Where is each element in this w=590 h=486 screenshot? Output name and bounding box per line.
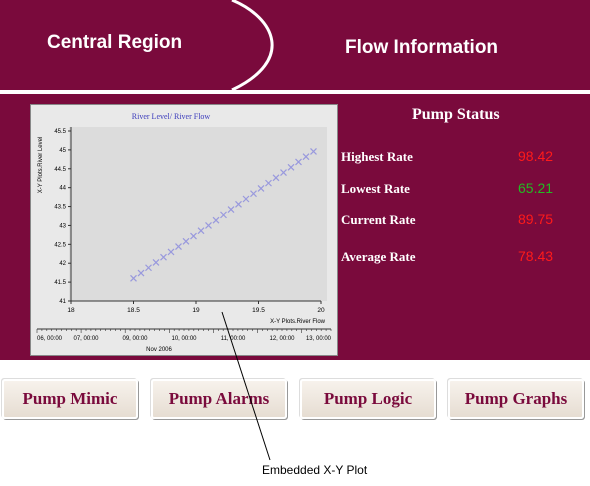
xy-plot-svg: River Level/ River Flow X-Y Plots.River … <box>31 105 337 355</box>
y-tick-label: 43 <box>59 223 66 229</box>
x-tick-label: 18.5 <box>127 307 140 314</box>
data-point-stroke <box>130 274 137 282</box>
average-rate-label: Average Rate <box>341 249 416 264</box>
pump-alarms-button[interactable]: Pump Alarms <box>151 379 287 419</box>
data-point <box>220 211 227 219</box>
data-point-stroke <box>242 195 250 203</box>
chart-title: River Level/ River Flow <box>132 112 211 121</box>
time-tick-label: 09, 00:00 <box>122 336 148 342</box>
pump-status-title: Pump Status <box>412 106 500 123</box>
chart-axes: 41 41.5 42 42.5 43 43.5 44 44.5 45 45.5 18 18.5 19 19… <box>36 127 332 342</box>
data-point-stroke <box>295 158 302 166</box>
data-point <box>145 264 152 272</box>
data-point-stroke <box>137 269 145 277</box>
data-point <box>250 190 257 198</box>
data-point <box>272 174 280 182</box>
y-tick-label: 44.5 <box>54 167 66 173</box>
x-tick-label: 18 <box>67 307 75 314</box>
data-point <box>310 147 317 155</box>
x-tick-label: 19 <box>192 307 200 314</box>
y-tick-label: 41.5 <box>54 280 66 286</box>
data-point <box>205 222 212 229</box>
embedded-xy-plot[interactable]: River Level/ River Flow X-Y Plots.River … <box>30 104 338 356</box>
callout-label: Embedded X-Y Plot <box>262 463 368 477</box>
data-point-stroke <box>280 169 287 176</box>
data-point <box>137 269 145 277</box>
header-shape <box>0 0 590 92</box>
data-point-stroke <box>190 232 197 240</box>
data-point-stroke <box>257 184 265 192</box>
data-point <box>167 248 175 256</box>
data-point-stroke <box>197 227 205 235</box>
data-point <box>302 153 310 161</box>
y-tick-label: 42 <box>59 261 66 267</box>
data-point <box>295 158 302 166</box>
data-point-stroke <box>235 200 242 208</box>
data-point-stroke <box>265 179 272 187</box>
highest-rate-value: 98.42 <box>518 148 554 164</box>
y-tick-label: 42.5 <box>54 242 66 248</box>
data-point <box>190 232 197 240</box>
lowest-rate-value: 65.21 <box>518 180 554 196</box>
pump-graphs-button[interactable]: Pump Graphs <box>448 379 584 419</box>
data-point-stroke <box>272 174 280 182</box>
page-title: Flow Information <box>345 37 499 58</box>
header-banner: Central Region Flow Information <box>0 0 590 92</box>
highest-rate-label: Highest Rate <box>341 149 413 164</box>
time-tick-label: 10, 00:00 <box>171 336 197 342</box>
data-point-stroke <box>145 264 152 272</box>
y-tick-label: 43.5 <box>54 205 66 211</box>
region-title: Central Region <box>47 32 183 53</box>
y-tick-label: 44 <box>59 186 66 192</box>
x-tick-label: 20 <box>317 307 325 314</box>
data-point-stroke <box>152 259 160 266</box>
y-tick-label: 45 <box>59 148 66 154</box>
time-tick-label: 07, 00:00 <box>73 336 99 342</box>
data-point-stroke <box>287 163 295 171</box>
data-point <box>235 200 242 208</box>
current-rate-value: 89.75 <box>518 211 554 227</box>
lowest-rate-label: Lowest Rate <box>341 181 410 196</box>
data-point-stroke <box>205 222 212 229</box>
data-point-stroke <box>182 237 190 245</box>
data-point-stroke <box>250 190 257 198</box>
data-point-stroke <box>310 147 317 155</box>
chart-marks <box>130 147 317 282</box>
y-tick-label: 45.5 <box>54 129 66 135</box>
x-tick-label: 19.5 <box>252 307 265 314</box>
time-tick-label: 12, 00:00 <box>269 336 295 342</box>
data-point-stroke <box>167 248 175 256</box>
pump-logic-button[interactable]: Pump Logic <box>300 379 436 419</box>
data-point-stroke <box>212 216 220 224</box>
chart-xlabel: X-Y Plots.River Flow <box>270 319 326 325</box>
current-rate-label: Current Rate <box>341 212 416 227</box>
data-point-stroke <box>220 211 227 219</box>
data-point <box>160 253 167 261</box>
data-point <box>242 195 250 203</box>
data-point <box>265 179 272 187</box>
data-point-stroke <box>302 153 310 161</box>
time-axis-label: Nov 2006 <box>146 347 172 353</box>
data-point <box>257 184 265 192</box>
data-point-stroke <box>175 243 182 251</box>
data-point <box>227 206 235 214</box>
time-tick-label: 06, 00:00 <box>37 336 63 342</box>
data-point <box>280 169 287 176</box>
pump-mimic-button[interactable]: Pump Mimic <box>2 379 138 419</box>
time-tick-label: 11, 00:00 <box>221 336 246 342</box>
data-point <box>197 227 205 235</box>
data-point-stroke <box>227 206 235 214</box>
average-rate-value: 78.43 <box>518 248 554 264</box>
data-point-stroke <box>160 253 167 261</box>
data-point <box>175 243 182 251</box>
y-tick-label: 41 <box>59 299 66 305</box>
chart-ylabel: X-Y Plots.River Level <box>38 137 44 194</box>
time-tick-label: 13, 00:00 <box>306 336 332 342</box>
data-point <box>130 274 137 282</box>
data-point <box>182 237 190 245</box>
data-point <box>287 163 295 171</box>
data-point <box>152 259 160 266</box>
data-point <box>212 216 220 224</box>
